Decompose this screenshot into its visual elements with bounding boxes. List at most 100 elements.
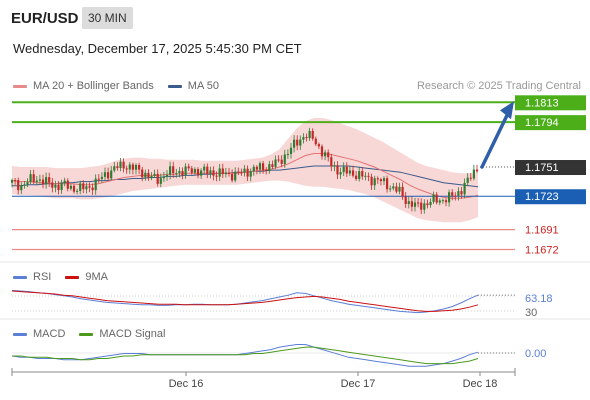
candle-body [451,192,454,196]
candle [218,163,221,182]
candle [91,183,94,195]
rsi-legend: RSI 9MA [13,271,122,283]
candle [451,189,454,201]
candle [454,192,457,201]
candle [472,164,475,181]
macd-swatch [13,332,27,336]
candle-body [57,184,60,190]
candle-body [311,130,314,139]
candle-body [10,180,14,183]
candle [432,191,435,204]
candle [116,162,119,171]
candle [10,178,14,188]
candle [54,180,57,193]
candle-body [376,178,379,180]
candle-body [382,178,386,182]
candle-body [268,164,271,172]
candle-body [460,191,463,195]
candle [113,161,116,173]
candle-body [162,176,165,179]
candle [289,143,293,159]
research-credit: Research © 2025 Trading Central [416,80,581,92]
candle-body [324,152,327,157]
candle-body [379,179,382,182]
candle-body [227,172,231,174]
candle [382,176,386,186]
candle [426,199,429,209]
candle [209,166,212,179]
candle [221,163,224,179]
candle-body [200,170,203,176]
candle [280,155,283,168]
candle-body [234,171,237,181]
candle-body [265,169,268,172]
candle-body [286,154,289,156]
candle [373,175,376,190]
projection-shaft [480,111,510,169]
candle [88,182,91,193]
projection-arrow [480,101,514,169]
candle [181,167,184,180]
chart-header: EUR/USD 30 MIN Wednesday, December 17, 2… [0,0,590,70]
candle-body [14,180,17,182]
candle [169,161,172,180]
candle [392,182,395,191]
price-panel: 1.1813 1.1794 1.1751 1.1723 1.1691 1.1672 [10,95,586,256]
candle [29,170,32,185]
candle [17,177,20,195]
candle-body [317,144,320,147]
macd-signal-swatch [79,332,94,336]
candle-body [88,186,91,188]
candle [376,176,379,184]
candle [107,167,110,182]
candle [333,161,336,172]
candle [41,174,45,189]
candle-body [116,166,119,168]
candle-body [51,182,54,188]
candle-body [475,169,479,172]
candle [227,167,231,177]
candle [444,198,448,207]
level-1-1794-label: 1.1794 [525,117,559,129]
level-1-1813-label: 1.1813 [525,97,559,109]
candle [63,177,66,187]
candle-body [103,172,107,177]
candle-body [156,173,159,184]
candle-body [144,172,147,178]
candle [314,136,317,147]
candle [407,196,410,209]
candle-body [404,196,407,205]
candle [302,133,305,144]
candle [358,166,361,182]
candle [48,172,51,187]
candle-body [69,185,72,189]
candle [206,163,209,179]
candle-body [76,190,79,192]
candle [348,165,351,177]
candle [308,127,311,141]
candle-body [255,166,258,170]
candle-body [432,194,435,202]
candle [94,174,97,195]
candle [26,178,29,188]
candle-body [246,168,249,177]
candle-body [41,179,45,185]
timeframe-badge[interactable]: 30 MIN [82,7,133,29]
candle [327,149,330,162]
candle [413,197,417,212]
candle [125,165,128,174]
candle [72,184,76,194]
x-label-dec17: Dec 17 [341,378,376,390]
candle [389,185,392,192]
candle [162,171,165,183]
rsi-swatch [13,275,27,279]
candle [103,167,107,181]
candle [193,167,196,175]
candle-body [283,154,286,164]
candle-body [79,183,82,191]
candle [237,167,240,176]
candle [404,192,407,208]
rsi-value-label: 63.18 [525,293,553,305]
legend-ma50: MA 50 [187,80,219,92]
